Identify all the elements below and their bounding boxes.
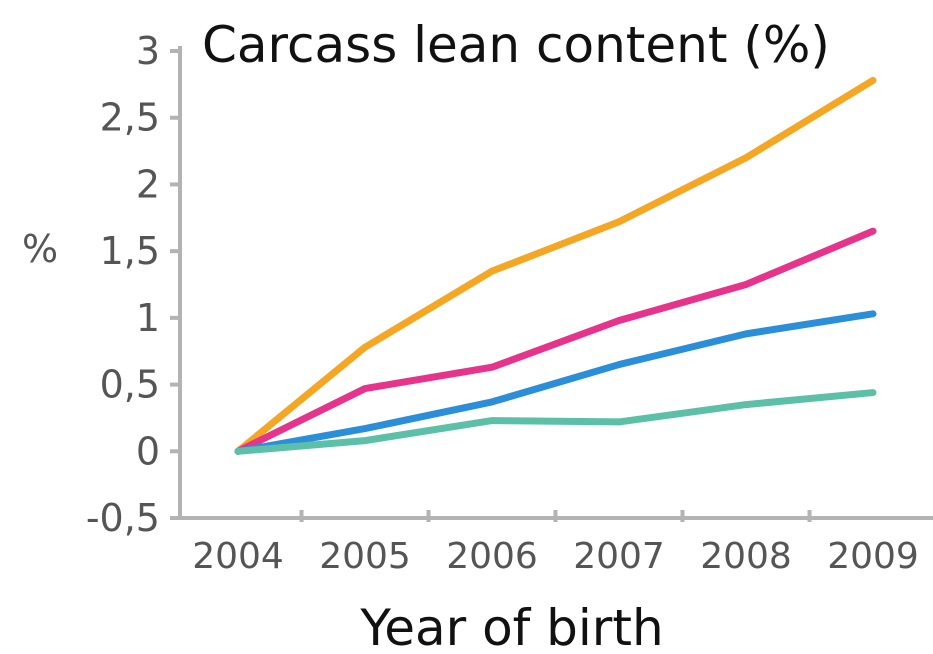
y-axis-label: % bbox=[22, 227, 58, 271]
x-tick-label: 2008 bbox=[700, 536, 792, 577]
x-tick-label: 2005 bbox=[319, 536, 411, 577]
y-tick-label: 0 bbox=[136, 429, 160, 473]
y-tick-label: 0,5 bbox=[100, 363, 160, 407]
y-tick-label: 2 bbox=[136, 162, 160, 206]
y-tick-label: 3 bbox=[136, 29, 160, 73]
series-line-3 bbox=[234, 310, 877, 455]
y-tick-label: 1,5 bbox=[100, 229, 160, 273]
y-axis-ticks: -0,5 0 0,5 1 1,5 2 2,5 3 bbox=[86, 29, 182, 540]
y-tick-label: 1 bbox=[136, 296, 160, 340]
x-tick-label: 2006 bbox=[446, 536, 538, 577]
series-line-4 bbox=[234, 389, 877, 455]
x-axis-ticks: 2004 2005 2006 2007 2008 2009 bbox=[192, 510, 919, 577]
x-tick-label: 2007 bbox=[573, 536, 665, 577]
x-axis-label: Year of birth bbox=[359, 599, 663, 654]
series-line-1 bbox=[234, 76, 877, 455]
chart-title: Carcass lean content (%) bbox=[202, 16, 830, 74]
x-tick-label: 2009 bbox=[827, 536, 919, 577]
series-lines bbox=[234, 76, 877, 455]
series-line-2 bbox=[234, 227, 877, 455]
x-tick-label: 2004 bbox=[192, 536, 284, 577]
y-tick-label: -0,5 bbox=[86, 496, 160, 540]
y-tick-label: 2,5 bbox=[100, 96, 160, 140]
